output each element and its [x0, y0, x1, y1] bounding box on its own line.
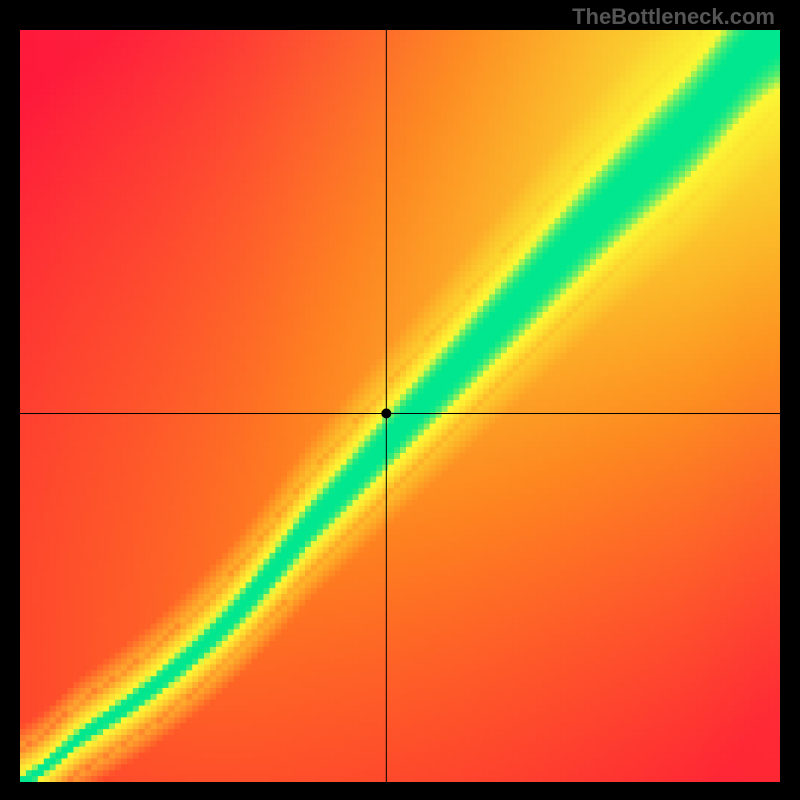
watermark-text: TheBottleneck.com — [572, 4, 775, 30]
chart-container: TheBottleneck.com — [0, 0, 800, 800]
heatmap-plot — [20, 30, 780, 782]
